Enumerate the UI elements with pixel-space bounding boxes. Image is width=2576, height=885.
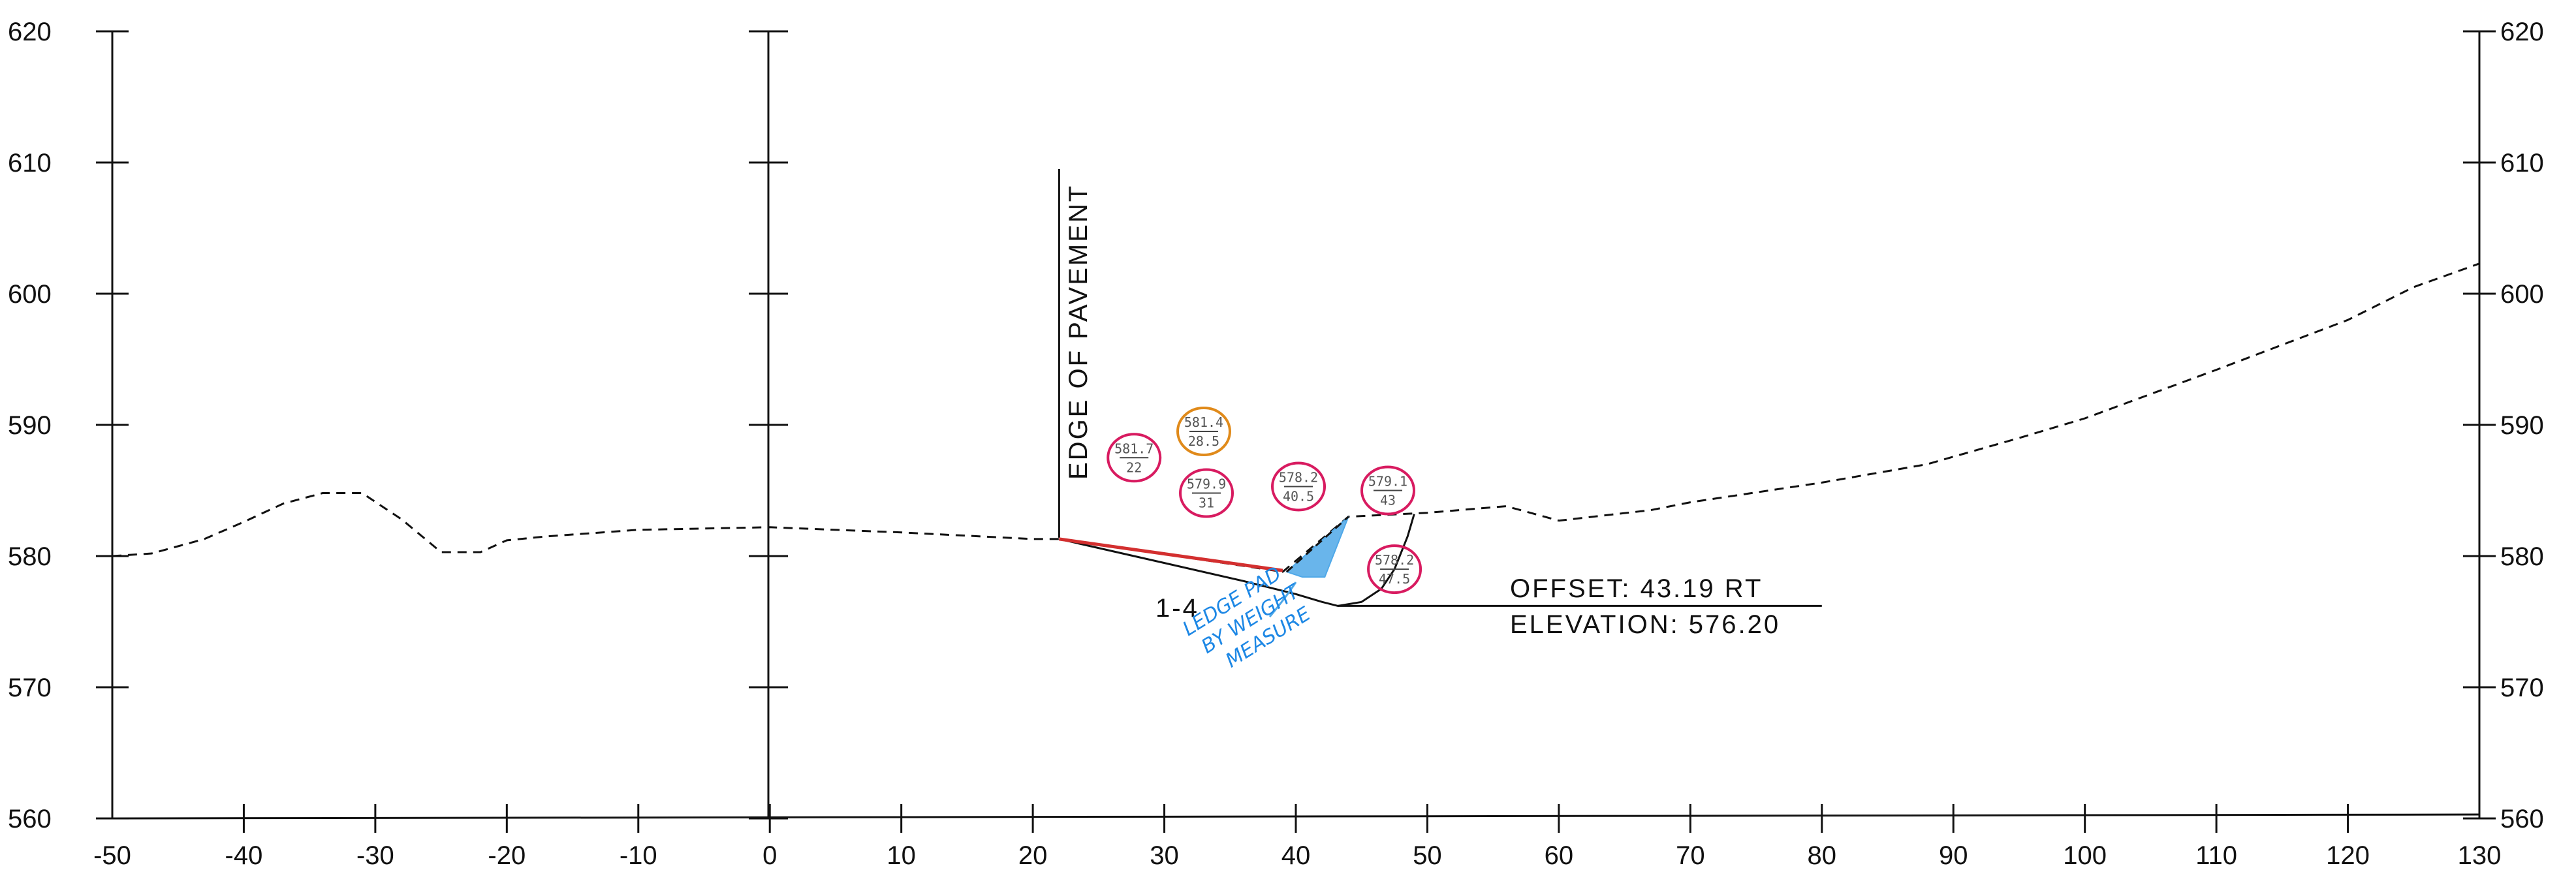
x-tick-label: -10 <box>620 841 657 870</box>
y-tick-label-right: 610 <box>2500 149 2544 178</box>
x-tick-label: 80 <box>1808 841 1837 870</box>
y-tick-label-left: 600 <box>8 280 52 309</box>
y-tick-label-left: 610 <box>8 149 52 178</box>
existing-ground-line <box>112 262 2480 573</box>
x-tick-label: -50 <box>93 841 131 870</box>
elevation-marker: 578.2 40.5 <box>1271 461 1327 512</box>
y-tick-label-left: 570 <box>8 674 52 702</box>
marker-elevation: 578.2 <box>1375 552 1414 568</box>
marker-circle <box>1107 433 1162 483</box>
y-tick-label-left: 590 <box>8 411 52 440</box>
x-tick-label: -40 <box>225 841 263 870</box>
x-tick-label: 60 <box>1545 841 1574 870</box>
x-tick-label: -30 <box>356 841 394 870</box>
x-tick-label: 70 <box>1676 841 1705 870</box>
elevation-marker: 578.2 47.5 <box>1367 544 1422 595</box>
marker-offset: 22 <box>1126 459 1142 475</box>
y-tick-label-right: 600 <box>2500 280 2544 309</box>
y-tick-label-left: 580 <box>8 542 52 571</box>
elevation-marker: 581.4 28.5 <box>1176 407 1231 457</box>
elevation-marker: 579.9 31 <box>1179 468 1234 518</box>
y-tick-label-left: 620 <box>8 18 52 46</box>
marker-circle <box>1271 461 1327 512</box>
x-tick-label: 90 <box>1939 841 1968 870</box>
slope-label: 1-4 <box>1155 594 1199 623</box>
x-tick-label: 0 <box>762 841 777 870</box>
profile-lines <box>112 262 2480 607</box>
marker-offset: 31 <box>1199 495 1214 511</box>
note-arrow <box>1268 582 1297 617</box>
x-axis-ticks: -50 -40 -30 -20 -10 0 10 20 30 40 50 60 70 80 90 100 110… <box>93 804 2501 870</box>
y-tick-label-right: 620 <box>2500 18 2544 46</box>
marker-circle <box>1176 407 1231 457</box>
marker-offset: 28.5 <box>1188 433 1219 449</box>
marker-elevation: 579.1 <box>1368 474 1407 489</box>
ledge-dashed-edge <box>1285 516 1349 573</box>
y-tick-label-right: 580 <box>2500 542 2544 571</box>
x-tick-label: 50 <box>1413 841 1442 870</box>
marker-circle <box>1367 544 1422 595</box>
x-tick-label: 130 <box>2458 841 2502 870</box>
marker-elevation: 579.9 <box>1187 476 1226 492</box>
marker-offset: 43 <box>1380 493 1396 508</box>
elevation-marker: 581.7 22 <box>1107 433 1162 483</box>
red-ledge-mark <box>1059 537 1283 572</box>
offset-text: OFFSET: 43.19 RT <box>1510 574 1763 603</box>
elevation-markers: 581.722581.428.5579.931578.240.5579.1435… <box>1107 407 1422 595</box>
x-tick-label: 110 <box>2195 841 2237 870</box>
marker-circle <box>1360 465 1416 516</box>
marker-circle <box>1179 468 1234 518</box>
marker-elevation: 581.7 <box>1114 441 1154 456</box>
x-tick-label: 40 <box>1281 841 1311 870</box>
plot-frame <box>111 31 2481 820</box>
marker-offset: 47.5 <box>1379 571 1410 587</box>
x-tick-label: 100 <box>2063 841 2107 870</box>
y-axis-ticks: 560 560 570 570 580 580 590 590 600 600 610 610 620 6… <box>8 18 2544 833</box>
marker-elevation: 578.2 <box>1279 469 1318 485</box>
elevation-marker: 579.1 43 <box>1360 465 1416 516</box>
x-tick-label: 20 <box>1018 841 1048 870</box>
y-tick-label-right: 570 <box>2500 674 2544 702</box>
y-tick-label-right: 590 <box>2500 411 2544 440</box>
sketch-features <box>1058 169 1822 617</box>
y-tick-label-left: 560 <box>8 805 52 833</box>
x-tick-label: -20 <box>488 841 526 870</box>
y-tick-label-right: 560 <box>2500 805 2544 833</box>
elevation-text: ELEVATION: 576.20 <box>1510 610 1780 639</box>
x-tick-label: 30 <box>1150 841 1179 870</box>
handwritten-ledge-note: LEDGE PAD BY WEIGHT MEASURE <box>1179 563 1315 673</box>
marker-offset: 40.5 <box>1283 488 1314 504</box>
marker-elevation: 581.4 <box>1184 414 1223 430</box>
x-tick-label: 120 <box>2326 841 2370 870</box>
edge-of-pavement-label: EDGE OF PAVEMENT <box>1064 184 1093 480</box>
x-tick-label: 10 <box>887 841 916 870</box>
